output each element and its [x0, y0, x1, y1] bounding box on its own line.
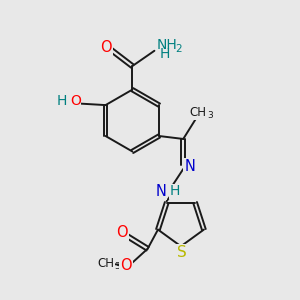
Text: O: O [116, 225, 127, 240]
Text: 3: 3 [115, 262, 121, 272]
Text: N: N [184, 159, 195, 174]
Text: H: H [159, 47, 169, 61]
Text: 2: 2 [176, 44, 182, 54]
Text: S: S [177, 245, 187, 260]
Text: 3: 3 [207, 111, 213, 120]
Text: O: O [100, 40, 112, 55]
Text: NH: NH [157, 38, 178, 52]
Text: H: H [57, 94, 68, 108]
Text: O: O [70, 94, 81, 108]
Text: N: N [156, 184, 167, 199]
Text: CH: CH [189, 106, 206, 119]
Text: CH: CH [97, 257, 114, 270]
Text: O: O [120, 258, 132, 273]
Text: H: H [170, 184, 180, 198]
